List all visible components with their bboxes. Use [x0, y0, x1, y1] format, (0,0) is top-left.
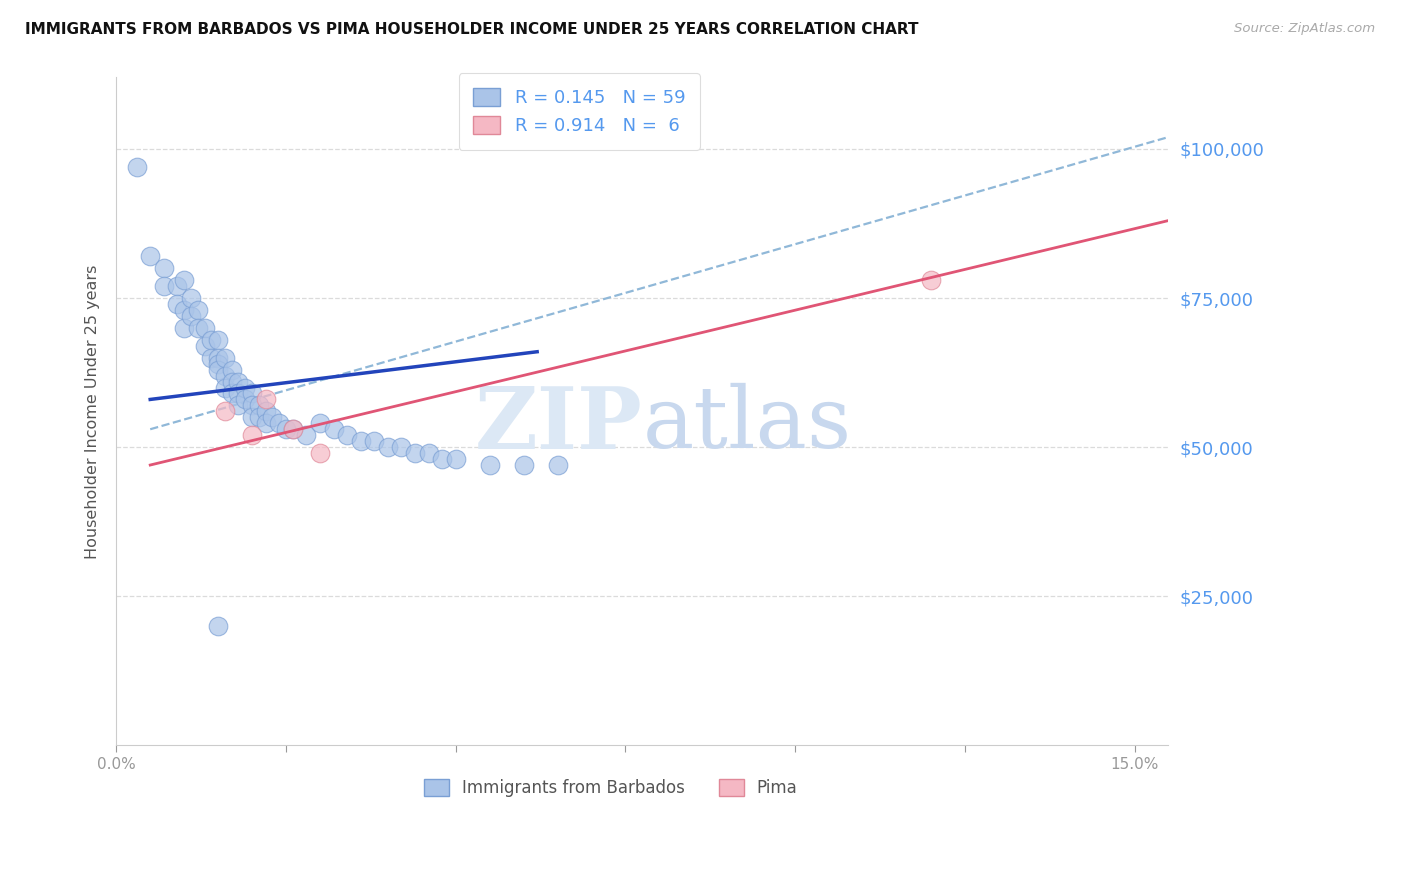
Point — [478, 458, 501, 472]
Point — [207, 619, 229, 633]
Point — [363, 434, 385, 449]
Point — [193, 339, 215, 353]
Point — [254, 404, 277, 418]
Point — [389, 440, 412, 454]
Point — [200, 333, 222, 347]
Legend: Immigrants from Barbados, Pima: Immigrants from Barbados, Pima — [418, 772, 804, 804]
Point — [173, 321, 195, 335]
Point — [274, 422, 297, 436]
Point — [187, 321, 209, 335]
Point — [269, 417, 291, 431]
Point — [295, 428, 318, 442]
Y-axis label: Householder Income Under 25 years: Householder Income Under 25 years — [86, 264, 100, 558]
Point — [240, 386, 263, 401]
Point — [173, 273, 195, 287]
Point — [200, 351, 222, 365]
Point — [309, 417, 332, 431]
Point — [418, 446, 440, 460]
Point — [233, 380, 256, 394]
Point — [512, 458, 534, 472]
Point — [254, 417, 277, 431]
Point — [207, 362, 229, 376]
Point — [247, 410, 270, 425]
Point — [247, 398, 270, 412]
Point — [281, 422, 304, 436]
Point — [240, 410, 263, 425]
Point — [281, 422, 304, 436]
Point — [377, 440, 399, 454]
Point — [221, 386, 243, 401]
Point — [240, 398, 263, 412]
Text: ZIP: ZIP — [475, 383, 643, 467]
Point — [125, 160, 148, 174]
Point — [228, 386, 250, 401]
Point — [547, 458, 569, 472]
Text: IMMIGRANTS FROM BARBADOS VS PIMA HOUSEHOLDER INCOME UNDER 25 YEARS CORRELATION C: IMMIGRANTS FROM BARBADOS VS PIMA HOUSEHO… — [25, 22, 918, 37]
Point — [214, 368, 236, 383]
Text: atlas: atlas — [643, 384, 852, 467]
Point — [262, 410, 284, 425]
Point — [152, 261, 174, 276]
Point — [254, 392, 277, 407]
Point — [166, 297, 188, 311]
Point — [430, 452, 453, 467]
Point — [207, 333, 229, 347]
Point — [336, 428, 359, 442]
Point — [233, 392, 256, 407]
Point — [214, 380, 236, 394]
Text: Source: ZipAtlas.com: Source: ZipAtlas.com — [1234, 22, 1375, 36]
Point — [240, 428, 263, 442]
Point — [322, 422, 344, 436]
Point — [920, 273, 942, 287]
Point — [444, 452, 467, 467]
Point — [187, 303, 209, 318]
Point — [139, 249, 162, 263]
Point — [309, 446, 332, 460]
Point — [152, 279, 174, 293]
Point — [207, 351, 229, 365]
Point — [228, 398, 250, 412]
Point — [193, 321, 215, 335]
Point — [180, 309, 202, 323]
Point — [221, 362, 243, 376]
Point — [214, 404, 236, 418]
Point — [228, 375, 250, 389]
Point — [173, 303, 195, 318]
Point — [207, 357, 229, 371]
Point — [166, 279, 188, 293]
Point — [214, 351, 236, 365]
Point — [180, 291, 202, 305]
Point — [221, 375, 243, 389]
Point — [404, 446, 426, 460]
Point — [350, 434, 373, 449]
